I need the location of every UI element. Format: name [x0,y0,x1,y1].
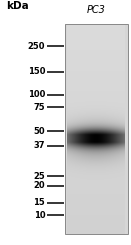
Bar [65,24,67,234]
Text: 75: 75 [34,103,45,112]
Text: 37: 37 [34,142,45,150]
Text: PC3: PC3 [87,5,106,15]
Bar [65,24,128,234]
Text: 10: 10 [34,211,45,220]
Text: 15: 15 [33,198,45,207]
Text: 150: 150 [28,67,45,76]
Bar [125,24,128,234]
Text: 250: 250 [28,42,45,51]
Text: 50: 50 [34,127,45,136]
Text: 25: 25 [33,172,45,181]
Text: 100: 100 [28,90,45,99]
Text: 20: 20 [34,181,45,190]
Text: kDa: kDa [6,1,28,11]
